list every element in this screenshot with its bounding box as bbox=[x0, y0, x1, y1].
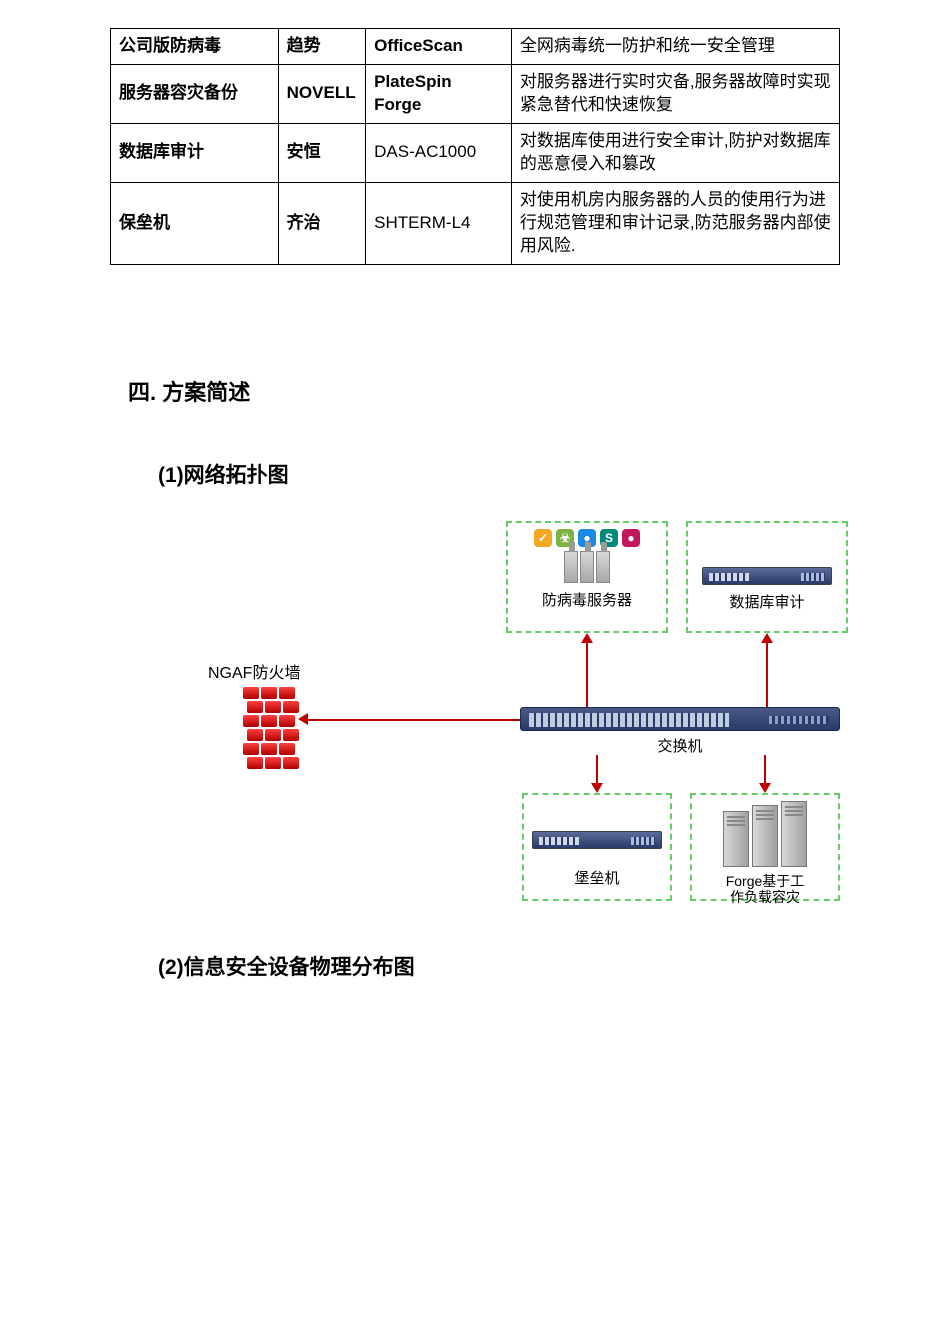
switch-icon bbox=[520, 707, 840, 731]
bastion-host-node: 堡垒机 bbox=[522, 793, 672, 901]
cell-model: SHTERM-L4 bbox=[366, 182, 512, 264]
ngaf-firewall-label: NGAF防火墙 bbox=[208, 659, 300, 683]
switch-node: 交换机 bbox=[520, 707, 840, 756]
table-row: 保垒机 齐治 SHTERM-L4 对使用机房内服务器的人员的使用行为进行规范管理… bbox=[111, 182, 840, 264]
cell-vendor: NOVELL bbox=[278, 64, 365, 123]
server-cluster-icon bbox=[696, 801, 834, 867]
arrowhead-icon bbox=[761, 633, 773, 643]
cell-vendor: 趋势 bbox=[278, 29, 365, 65]
cell-desc: 全网病毒统一防护和统一安全管理 bbox=[511, 29, 839, 65]
forge-dr-node: Forge基于工 作负载容灾 bbox=[690, 793, 840, 901]
table-row: 公司版防病毒 趋势 OfficeScan 全网病毒统一防护和统一安全管理 bbox=[111, 29, 840, 65]
arrowhead-icon bbox=[591, 783, 603, 793]
table-row: 数据库审计 安恒 DAS-AC1000 对数据库使用进行安全审计,防护对数据库的… bbox=[111, 123, 840, 182]
cell-vendor: 齐治 bbox=[278, 182, 365, 264]
antivirus-server-node: ✓ ☣ ● S ● 防病毒服务器 bbox=[506, 521, 668, 633]
db-audit-node: 数据库审计 bbox=[686, 521, 848, 633]
firewall-icon bbox=[238, 687, 299, 769]
cell-model: DAS-AC1000 bbox=[366, 123, 512, 182]
appliance-icon bbox=[702, 567, 832, 585]
cell-product: 公司版防病毒 bbox=[111, 29, 279, 65]
forge-label: Forge基于工 作负载容灾 bbox=[696, 873, 834, 905]
cell-desc: 对服务器进行实时灾备,服务器故障时实现紧急替代和快速恢复 bbox=[511, 64, 839, 123]
cell-desc: 对数据库使用进行安全审计,防护对数据库的恶意侵入和篡改 bbox=[511, 123, 839, 182]
db-audit-label: 数据库审计 bbox=[692, 591, 842, 612]
section-4-heading: 四. 方案简述 bbox=[128, 375, 840, 407]
subsection-1-heading: (1)网络拓扑图 bbox=[158, 459, 840, 489]
edge-dbaudit-switch bbox=[766, 643, 768, 707]
antivirus-label: 防病毒服务器 bbox=[512, 589, 662, 610]
cell-vendor: 安恒 bbox=[278, 123, 365, 182]
cell-model: OfficeScan bbox=[366, 29, 512, 65]
table-row: 服务器容灾备份 NOVELL PlateSpin Forge 对服务器进行实时灾… bbox=[111, 64, 840, 123]
arrowhead-icon bbox=[298, 713, 308, 725]
network-topology-diagram: NGAF防火墙 ✓ ☣ ● S ● 防病毒服 bbox=[170, 511, 860, 931]
edge-switch-forge bbox=[764, 755, 766, 785]
cell-product: 保垒机 bbox=[111, 182, 279, 264]
edge-firewall-switch bbox=[308, 719, 520, 721]
edge-antivirus-switch bbox=[586, 643, 588, 707]
cell-product: 服务器容灾备份 bbox=[111, 64, 279, 123]
edge-switch-bastion bbox=[596, 755, 598, 785]
switch-label: 交换机 bbox=[520, 735, 840, 756]
arrowhead-icon bbox=[581, 633, 593, 643]
subsection-2-heading: (2)信息安全设备物理分布图 bbox=[158, 951, 840, 981]
server-tower-icon bbox=[512, 551, 662, 583]
bastion-label: 堡垒机 bbox=[528, 867, 666, 888]
appliance-icon bbox=[532, 831, 662, 849]
cell-desc: 对使用机房内服务器的人员的使用行为进行规范管理和审计记录,防范服务器内部使用风险… bbox=[511, 182, 839, 264]
cell-model: PlateSpin Forge bbox=[366, 64, 512, 123]
cell-product: 数据库审计 bbox=[111, 123, 279, 182]
security-products-table: 公司版防病毒 趋势 OfficeScan 全网病毒统一防护和统一安全管理 服务器… bbox=[110, 28, 840, 265]
arrowhead-icon bbox=[759, 783, 771, 793]
